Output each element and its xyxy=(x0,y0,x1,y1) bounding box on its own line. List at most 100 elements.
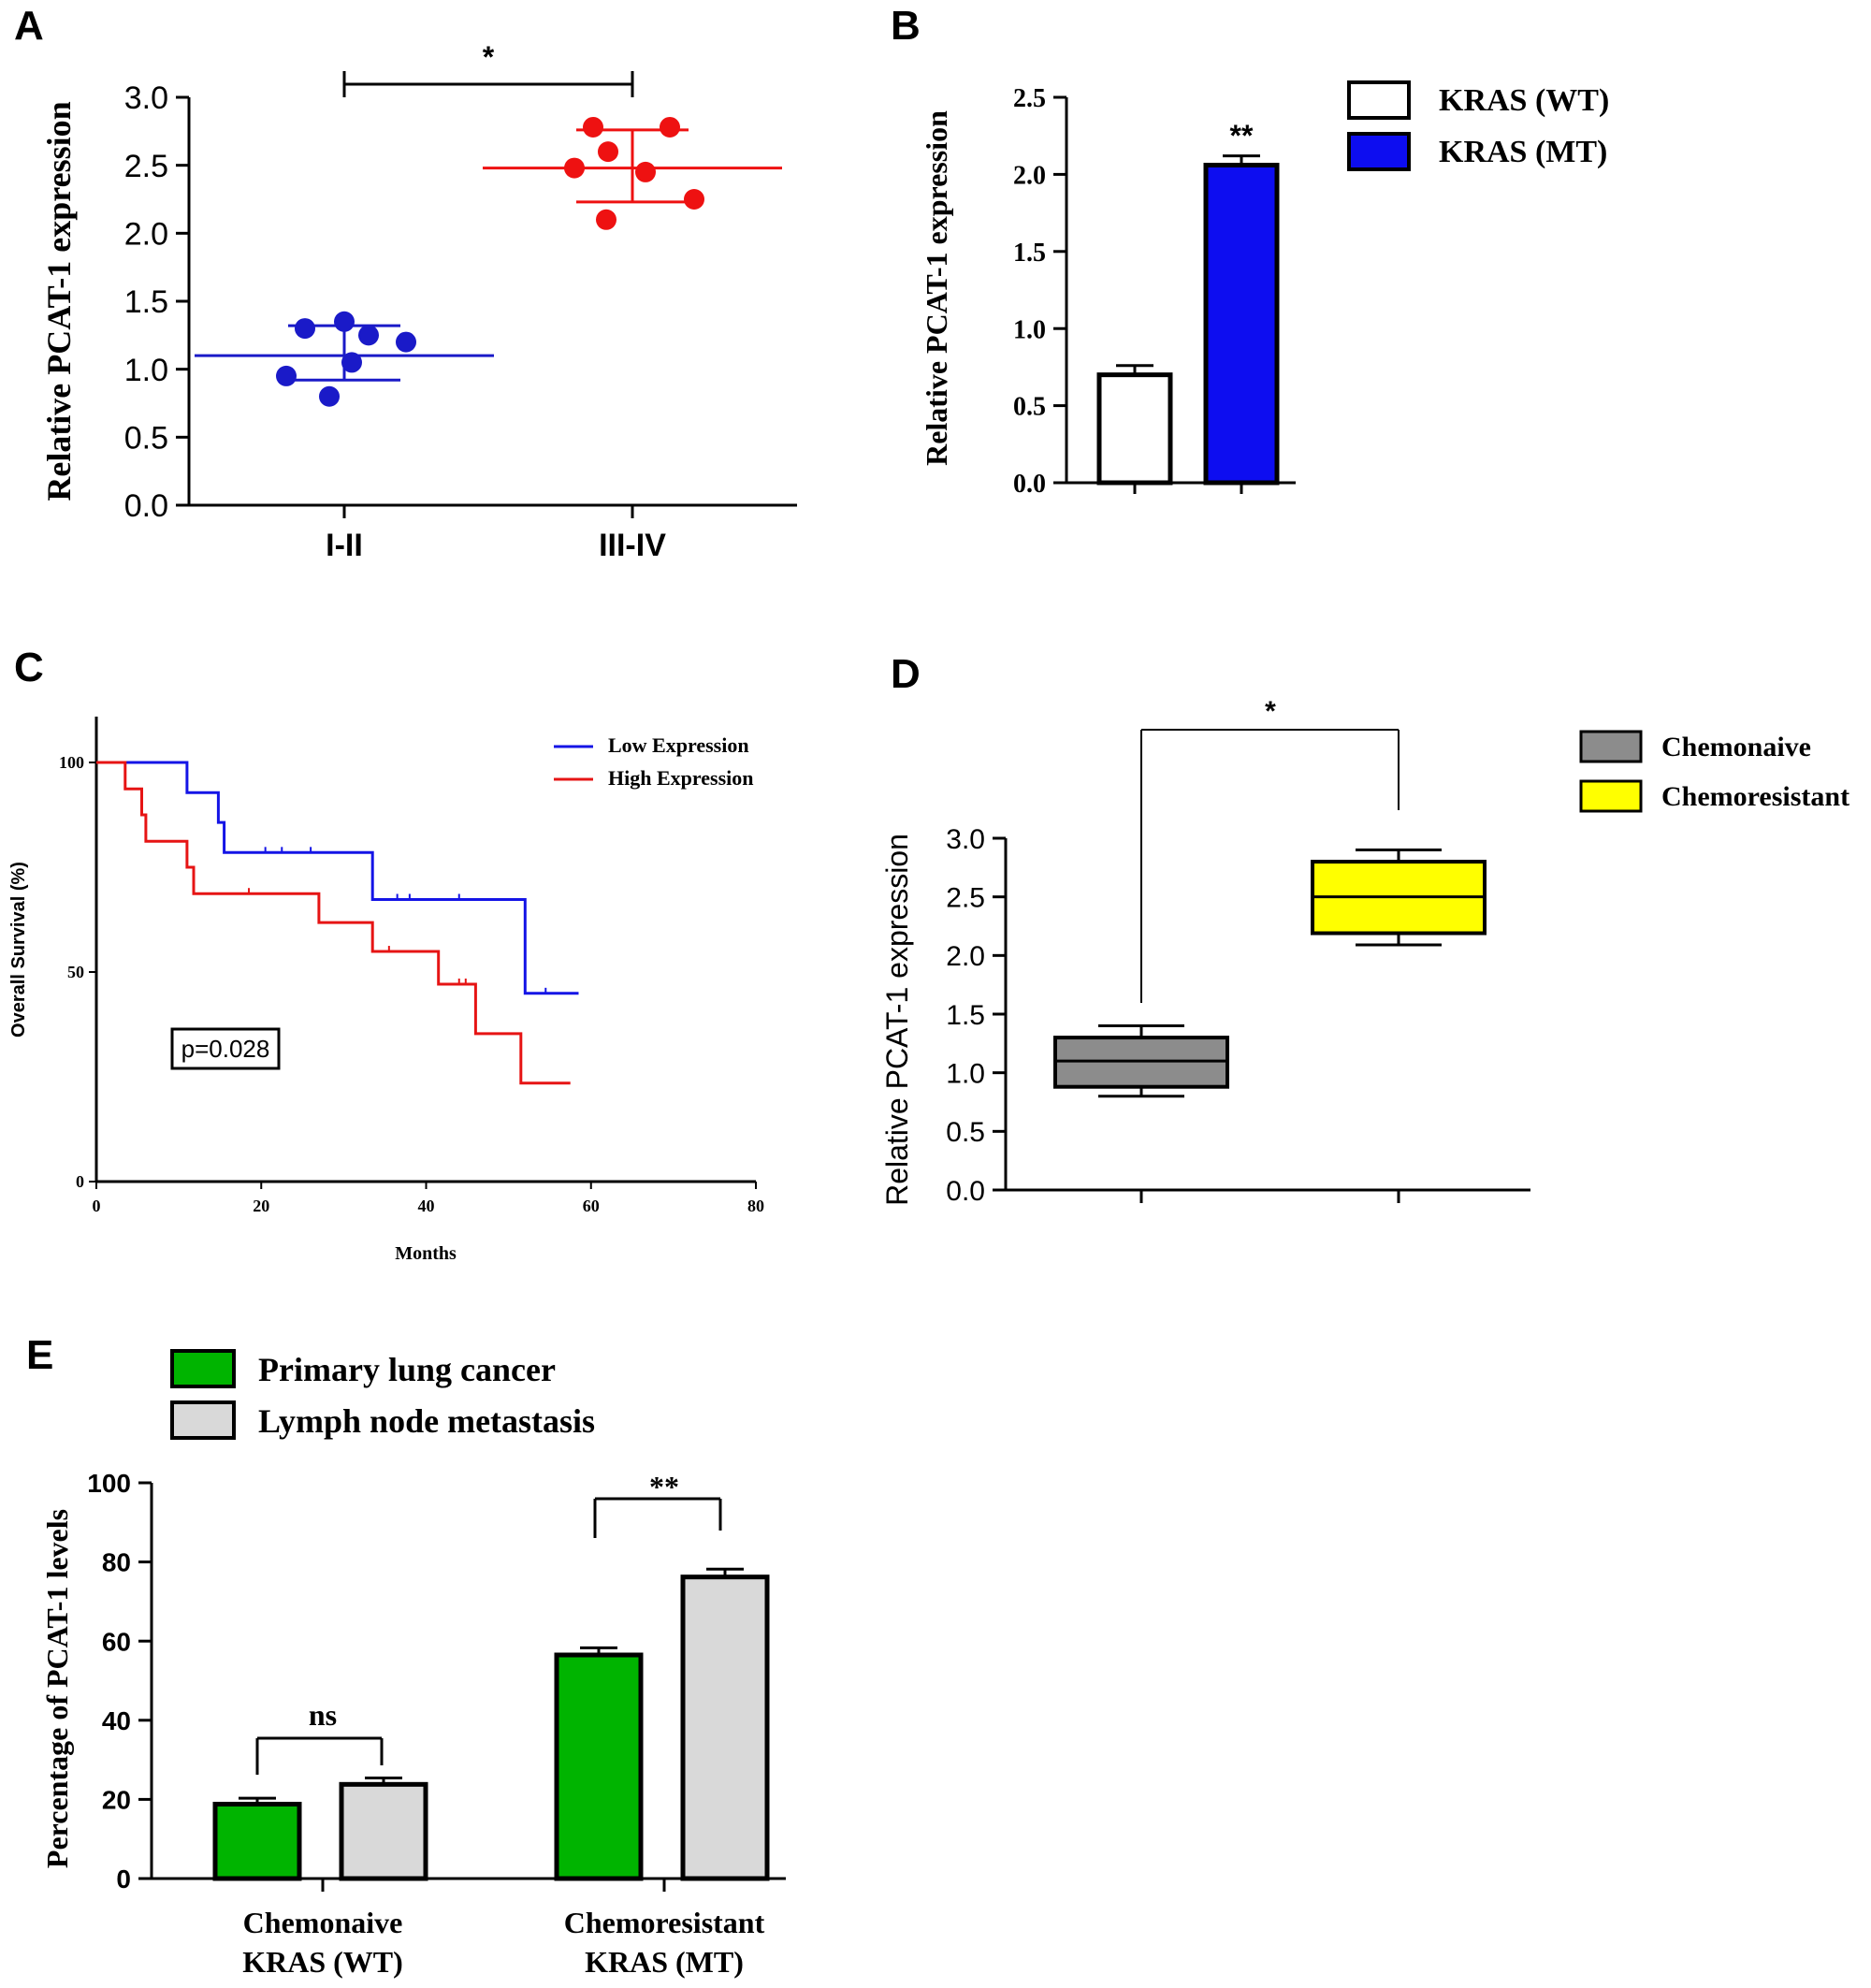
panel-a-point xyxy=(684,189,704,210)
panel-b-legend-label-mt: KRAS (MT) xyxy=(1439,135,1607,169)
panel-e: E Primary lung cancer Lymph node metasta… xyxy=(26,1332,786,1979)
panel-a-ytick-label: 2.0 xyxy=(124,217,168,253)
panel-d-ytick-label: 1.5 xyxy=(946,1000,985,1031)
panel-c-xtick-label: 80 xyxy=(747,1197,764,1215)
panel-e-ylabel: Percentage of PCAT-1 levels xyxy=(40,1509,74,1868)
panel-e-letter: E xyxy=(26,1332,53,1378)
panel-c-ylabel: Overall Survival (%) xyxy=(8,862,29,1038)
panel-a-point xyxy=(396,331,416,353)
panel-e-bracket-mt xyxy=(593,1497,722,1538)
panel-b-legend: KRAS (WT) KRAS (MT) xyxy=(1347,80,1609,171)
panel-e-ytick-label: 0 xyxy=(116,1865,131,1894)
panel-a-ytick-label: 0.5 xyxy=(124,421,168,457)
panel-a-point xyxy=(358,325,379,346)
panel-c-ytick-label: 100 xyxy=(59,753,84,772)
panel-a-ylabel: Relative PCAT-1 expression xyxy=(40,101,78,501)
panel-d-legend-swatch-chemoresistant xyxy=(1579,779,1643,813)
panel-d-ytick-label: 1.0 xyxy=(946,1058,985,1089)
panel-d-ytick-label: 0.0 xyxy=(946,1176,985,1207)
panel-e-legend: Primary lung cancer Lymph node metastasi… xyxy=(170,1349,595,1440)
panel-a-ytick-label: 2.5 xyxy=(124,149,168,184)
panel-c-series-line xyxy=(96,761,579,995)
panel-d-ytick-label: 0.5 xyxy=(946,1117,985,1148)
panel-e-legend-swatch-primary xyxy=(170,1349,236,1388)
panel-e-significance-mt: ** xyxy=(649,1470,679,1503)
panel-c-ytick-label: 0 xyxy=(76,1172,84,1191)
panel-c-pvalue-box xyxy=(170,1027,281,1070)
panel-c-legend-label-low: Low Expression xyxy=(608,733,749,757)
panel-a-ytick-label: 1.5 xyxy=(124,284,168,320)
panel-b-ytick-label: 0.0 xyxy=(1013,470,1046,499)
panel-a-point xyxy=(583,116,603,138)
panel-a-point xyxy=(295,318,315,340)
panel-d-ytick-label: 2.5 xyxy=(946,882,985,913)
panel-d-legend-label-chemonaive: Chemonaive xyxy=(1661,732,1811,762)
panel-e-xtick-label: Chemoresistant xyxy=(564,1906,765,1939)
panel-a-point xyxy=(341,352,362,373)
panel-b-significance: ** xyxy=(1230,119,1254,152)
panel-b-bar xyxy=(1203,163,1280,486)
panel-a-letter: A xyxy=(14,3,44,49)
panel-a-ytick-label: 0.0 xyxy=(124,488,168,524)
panel-e-significance-ns: ns xyxy=(309,1698,337,1732)
panel-e-bracket-ns xyxy=(255,1736,384,1775)
panel-c-ytick-label: 50 xyxy=(67,963,84,981)
panel-d-legend-label-chemoresistant: Chemoresistant xyxy=(1661,781,1849,812)
panel-a-point xyxy=(334,311,355,332)
panel-a-significance: * xyxy=(483,40,495,74)
panel-e-legend-swatch-lymph xyxy=(170,1400,236,1440)
panel-e-xtick-label: Chemonaive xyxy=(243,1906,403,1939)
panel-e-ytick-label: 20 xyxy=(102,1785,131,1814)
panel-c-xtick-label: 0 xyxy=(93,1197,101,1215)
panel-e-ytick-label: 40 xyxy=(102,1706,131,1735)
panel-a-ytick-label: 1.0 xyxy=(124,353,168,388)
panel-b-ytick-label: 1.5 xyxy=(1013,239,1046,268)
panel-b-bar xyxy=(1096,372,1173,486)
panel-e-bar xyxy=(212,1801,302,1881)
panel-c-legend: Low Expression High Expression xyxy=(554,733,753,790)
panel-a-xtick-label: I-II xyxy=(326,528,363,563)
panel-b-ytick-label: 0.5 xyxy=(1013,393,1046,422)
panel-e-xtick-label: KRAS (WT) xyxy=(242,1945,403,1979)
panel-a: A Relative PCAT-1 expression 0.0 0.5 1.0 1.… xyxy=(14,3,797,563)
panel-a-significance-bracket xyxy=(342,71,634,97)
panel-e-ytick-label: 100 xyxy=(87,1469,131,1498)
panel-c-xtick-label: 60 xyxy=(583,1197,600,1215)
panel-c: C Overall Survival (%) Months 0 50 100 0 20… xyxy=(8,645,764,1264)
panel-c-legend-label-high: High Expression xyxy=(608,766,753,790)
panel-d-ytick-label: 2.0 xyxy=(946,941,985,972)
panel-e-bar xyxy=(339,1781,428,1881)
panel-e-legend-label-lymph: Lymph node metastasis xyxy=(258,1402,595,1440)
panel-a-point xyxy=(598,141,618,163)
panel-e-bar xyxy=(554,1652,644,1881)
panel-a-point xyxy=(276,365,297,386)
panel-c-xtick-label: 20 xyxy=(253,1197,269,1215)
panel-a-point xyxy=(596,209,616,230)
panel-b: B Relative PCAT-1 expression 0.0 0.5 1.0 1.… xyxy=(891,3,1609,499)
panel-e-bar xyxy=(680,1574,770,1881)
panel-c-xlabel: Months xyxy=(395,1243,457,1264)
panel-b-ytick-label: 2.5 xyxy=(1013,84,1046,113)
panel-a-point xyxy=(319,385,340,407)
panel-d: D Relative PCAT-1 expression 0.0 0.5 1.0 1.… xyxy=(880,651,1849,1207)
panel-e-ytick-label: 80 xyxy=(102,1548,131,1577)
panel-b-legend-label-wt: KRAS (WT) xyxy=(1439,83,1609,118)
panel-b-ytick-label: 2.0 xyxy=(1013,161,1046,190)
panel-d-significance-bracket xyxy=(1140,729,1400,1003)
panel-b-letter: B xyxy=(891,3,921,49)
panel-e-legend-label-primary: Primary lung cancer xyxy=(258,1351,556,1388)
panel-a-ytick-label: 3.0 xyxy=(124,80,168,116)
panel-b-legend-swatch-mt xyxy=(1347,132,1411,171)
panel-b-legend-swatch-wt xyxy=(1347,80,1411,120)
panel-d-ytick-label: 3.0 xyxy=(946,824,985,855)
panel-d-ylabel: Relative PCAT-1 expression xyxy=(880,834,914,1206)
panel-d-significance: * xyxy=(1265,696,1276,727)
panel-a-point xyxy=(635,161,656,182)
panel-d-legend-swatch-chemonaive xyxy=(1579,730,1643,763)
panel-e-ytick-label: 60 xyxy=(102,1627,131,1656)
panel-d-legend: Chemonaive Chemoresistant xyxy=(1579,730,1849,813)
panel-c-letter: C xyxy=(14,645,44,690)
panel-d-letter: D xyxy=(891,651,921,697)
panel-a-xtick-label: III-IV xyxy=(599,528,666,563)
